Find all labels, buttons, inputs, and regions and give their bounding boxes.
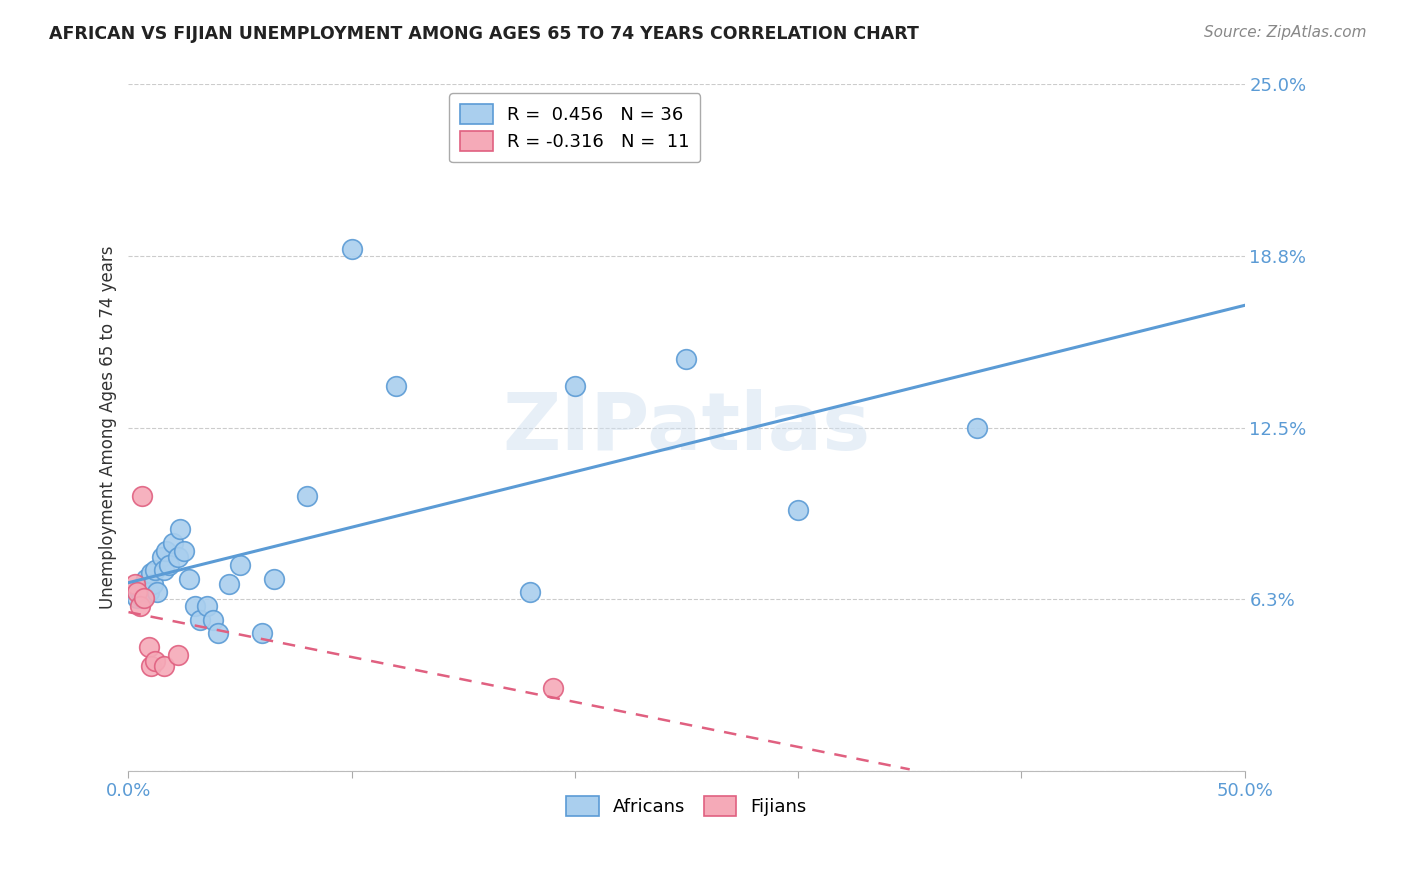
- Point: [519, 585, 541, 599]
- Point: [132, 577, 155, 591]
- Point: [295, 489, 318, 503]
- Point: [157, 558, 180, 572]
- Point: [564, 379, 586, 393]
- Point: [162, 536, 184, 550]
- Point: [138, 640, 160, 655]
- Point: [218, 577, 240, 591]
- Point: [966, 420, 988, 434]
- Point: [128, 599, 150, 613]
- Point: [229, 558, 252, 572]
- Point: [155, 544, 177, 558]
- Point: [128, 585, 150, 599]
- Point: [131, 591, 153, 605]
- Point: [143, 654, 166, 668]
- Point: [169, 522, 191, 536]
- Point: [675, 351, 697, 366]
- Point: [138, 585, 160, 599]
- Point: [132, 591, 155, 605]
- Text: AFRICAN VS FIJIAN UNEMPLOYMENT AMONG AGES 65 TO 74 YEARS CORRELATION CHART: AFRICAN VS FIJIAN UNEMPLOYMENT AMONG AGE…: [49, 25, 920, 43]
- Point: [153, 563, 176, 577]
- Point: [127, 585, 149, 599]
- Y-axis label: Unemployment Among Ages 65 to 74 years: Unemployment Among Ages 65 to 74 years: [100, 246, 117, 609]
- Point: [173, 544, 195, 558]
- Point: [385, 379, 408, 393]
- Point: [153, 659, 176, 673]
- Point: [184, 599, 207, 613]
- Point: [177, 572, 200, 586]
- Point: [252, 626, 274, 640]
- Point: [135, 572, 157, 586]
- Point: [166, 648, 188, 663]
- Point: [188, 613, 211, 627]
- Point: [207, 626, 229, 640]
- Point: [131, 489, 153, 503]
- Text: Source: ZipAtlas.com: Source: ZipAtlas.com: [1204, 25, 1367, 40]
- Point: [195, 599, 218, 613]
- Point: [146, 585, 169, 599]
- Point: [541, 681, 564, 696]
- Point: [142, 577, 165, 591]
- Point: [166, 549, 188, 564]
- Point: [202, 613, 225, 627]
- Point: [340, 242, 363, 256]
- Point: [124, 577, 146, 591]
- Point: [139, 659, 162, 673]
- Point: [139, 566, 162, 580]
- Point: [150, 549, 173, 564]
- Text: ZIPatlas: ZIPatlas: [502, 389, 870, 467]
- Point: [787, 503, 810, 517]
- Point: [127, 591, 149, 605]
- Point: [143, 563, 166, 577]
- Point: [263, 572, 285, 586]
- Legend: Africans, Fijians: Africans, Fijians: [560, 789, 814, 823]
